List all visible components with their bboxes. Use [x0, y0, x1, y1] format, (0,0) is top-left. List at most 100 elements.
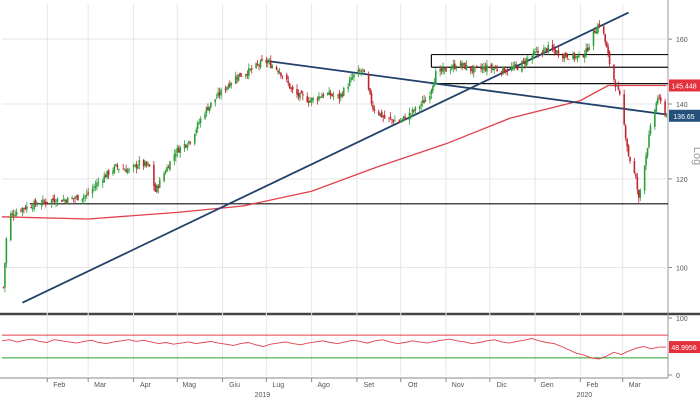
candle-body	[177, 148, 180, 153]
candle-body	[619, 90, 621, 95]
candle-body	[383, 115, 386, 119]
candle-body	[573, 53, 576, 59]
candle-body	[594, 30, 596, 33]
candle-body	[94, 185, 97, 189]
candle-body	[112, 170, 114, 174]
candle-body	[319, 97, 322, 99]
candle-body	[290, 87, 292, 89]
candle-body	[602, 26, 605, 34]
candle-body	[169, 161, 171, 170]
candle-body	[566, 55, 569, 58]
candle-body	[167, 167, 170, 169]
candle-body	[471, 69, 474, 72]
candle-body	[486, 64, 488, 72]
candle-body	[249, 69, 252, 70]
sma-value-label: 145.448	[671, 83, 696, 90]
candle-body	[394, 120, 396, 122]
candle-body	[113, 165, 116, 172]
candle-body	[107, 170, 110, 176]
candle-body	[597, 25, 599, 33]
candle-body	[227, 85, 230, 89]
candle-body	[576, 55, 579, 58]
candle-body	[418, 106, 421, 109]
candle-body	[493, 68, 495, 70]
candle-body	[332, 95, 335, 97]
candle-body	[449, 70, 452, 72]
candle-body	[166, 167, 168, 172]
candle-body	[481, 67, 484, 70]
candle-body	[215, 97, 218, 99]
candle-body	[629, 156, 631, 162]
candle-body	[464, 62, 466, 70]
candle-body	[322, 94, 325, 97]
candle-body	[205, 107, 208, 114]
candle-body	[515, 63, 517, 67]
candle-body	[522, 60, 525, 62]
candle-body	[23, 208, 25, 210]
candle-body	[11, 212, 14, 216]
candle-body	[665, 115, 668, 117]
candle-body	[361, 68, 364, 70]
candle-body	[341, 94, 344, 97]
candle-body	[583, 54, 586, 58]
candle-body	[87, 192, 89, 194]
candle-body	[36, 205, 38, 207]
candle-body	[224, 88, 227, 90]
candle-body	[500, 71, 503, 74]
candle-body	[138, 160, 141, 166]
candle-body	[236, 77, 238, 79]
candle-body	[357, 69, 360, 75]
candle-body	[34, 200, 37, 205]
candle-body	[502, 67, 504, 75]
candle-body	[562, 54, 564, 58]
candle-body	[126, 169, 129, 174]
candle-body	[398, 120, 401, 123]
x-tick-label: Set	[364, 382, 375, 389]
candle-body	[459, 61, 462, 68]
candle-body	[557, 50, 560, 56]
candle-body	[496, 69, 498, 71]
candle-body	[33, 201, 35, 209]
x-tick-label: Ott	[408, 382, 417, 389]
candle-body	[545, 48, 548, 52]
x-tick-label: Gen	[540, 382, 553, 389]
candle-body	[637, 189, 640, 198]
candle-body	[255, 63, 257, 69]
candle-body	[318, 96, 320, 100]
candle-body	[617, 86, 620, 90]
x-tick-label: Mar	[94, 382, 107, 389]
candle-body	[462, 63, 465, 65]
last-price-badge	[669, 109, 700, 122]
candle-body	[250, 68, 253, 70]
candle-body	[97, 182, 100, 183]
candle-body	[66, 197, 69, 204]
x-tick-label: Dic	[497, 382, 508, 389]
candle-body	[613, 64, 615, 80]
candle-body	[595, 31, 598, 34]
candle-body	[337, 94, 339, 96]
candle-body	[342, 88, 345, 96]
candle-body	[351, 77, 354, 79]
candle-body	[122, 168, 125, 170]
candle-body	[185, 144, 187, 147]
candle-body	[445, 67, 447, 72]
candle-body	[633, 161, 636, 173]
candle-body	[309, 100, 311, 103]
candle-body	[331, 94, 333, 96]
osc-y-tick-label: 100	[676, 316, 688, 323]
candle-body	[382, 116, 384, 118]
x-tick-label: Nov	[452, 382, 465, 389]
candle-body	[208, 106, 211, 112]
candle-body	[226, 87, 228, 90]
candle-body	[43, 200, 46, 202]
y-tick-label: 160	[676, 37, 688, 44]
candle-body	[411, 109, 414, 113]
candle-body	[392, 120, 395, 123]
candle-body	[175, 153, 177, 157]
candle-body	[261, 58, 263, 61]
candle-body	[553, 47, 555, 51]
candle-body	[659, 97, 662, 102]
candle-body	[42, 199, 44, 204]
candle-body	[388, 117, 390, 119]
